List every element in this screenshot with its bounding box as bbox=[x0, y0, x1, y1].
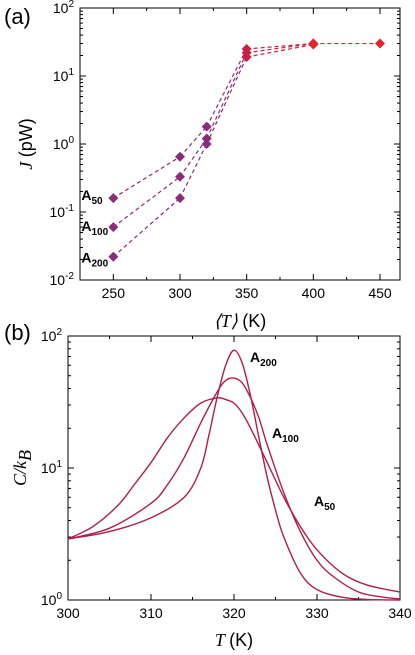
x-tick-label: 450 bbox=[368, 285, 392, 301]
y-axis-label-text: J (pW) bbox=[16, 118, 36, 170]
x-tick-label: 320 bbox=[222, 605, 246, 621]
panel-b-series-labels: A200 A100 A50 bbox=[250, 349, 336, 513]
series-line-segment bbox=[206, 52, 248, 139]
panel-b: (b) 300 310 320 330 340 100 101 102 A200 A100 A50… bbox=[4, 320, 412, 650]
series-line-segment bbox=[179, 143, 208, 199]
data-point bbox=[375, 38, 385, 49]
x-tick-label: 300 bbox=[168, 285, 192, 301]
data-point bbox=[175, 151, 185, 162]
panel-b-curves bbox=[67, 349, 401, 601]
panel-a: (a) 250 300 350 400 450 10-2 10-1 100 101 102 A50… bbox=[4, 0, 401, 331]
y-tick-label: 101 bbox=[53, 67, 75, 84]
series-line-segment bbox=[246, 42, 314, 54]
data-point bbox=[108, 222, 119, 233]
panel-b-frame bbox=[67, 335, 401, 601]
data-point bbox=[201, 139, 212, 149]
series-line-segment bbox=[206, 48, 248, 127]
y-tick-label: 100 bbox=[53, 135, 75, 152]
series-line-segment bbox=[112, 176, 181, 228]
y-axis-label-text: C/kB bbox=[10, 450, 35, 486]
series-curve bbox=[67, 377, 401, 600]
series-line-segment bbox=[113, 156, 181, 199]
y-tick-label: 101 bbox=[41, 459, 63, 476]
series-line-segment bbox=[206, 56, 248, 145]
series-label: A50 bbox=[81, 187, 103, 207]
series-line-segment bbox=[112, 197, 181, 258]
data-point bbox=[175, 171, 185, 182]
data-point bbox=[201, 121, 212, 132]
panel-b-y-axis-label: C/kB bbox=[10, 450, 35, 486]
series-label: A100 bbox=[81, 218, 108, 238]
series-label: A200 bbox=[81, 250, 108, 270]
x-tick-label: 250 bbox=[102, 285, 126, 301]
series-line-segment bbox=[179, 138, 208, 178]
data-point bbox=[175, 193, 185, 204]
data-point bbox=[241, 52, 252, 63]
x-tick-label: 310 bbox=[139, 605, 163, 621]
series-label: A50 bbox=[314, 493, 336, 513]
panel-a-x-axis-label: ⟨T⟩ (K) bbox=[214, 311, 267, 331]
panel-b-x-axis-label: T (K) bbox=[215, 630, 253, 650]
y-tick-label: 10-2 bbox=[50, 271, 75, 288]
panel-a-y-axis-label: J (pW) bbox=[16, 118, 36, 170]
x-tick-label: 340 bbox=[388, 605, 412, 621]
y-tick-label: 102 bbox=[53, 0, 75, 16]
y-tick-label: 10-1 bbox=[50, 203, 75, 220]
panel-a-lines bbox=[112, 42, 380, 258]
series-label: A100 bbox=[272, 425, 299, 445]
panel-a-markers bbox=[108, 38, 385, 262]
x-tick-label: 300 bbox=[56, 605, 80, 621]
data-point bbox=[201, 133, 212, 144]
panel-a-frame bbox=[79, 7, 401, 281]
x-tick-label: 330 bbox=[305, 605, 329, 621]
panel-a-ticks: 250 300 350 400 450 10-2 10-1 100 101 102 bbox=[50, 0, 400, 301]
panel-a-label: (a) bbox=[4, 4, 31, 29]
x-tick-label: 350 bbox=[235, 285, 259, 301]
panel-b-label: (b) bbox=[4, 320, 31, 345]
series-label: A200 bbox=[250, 349, 277, 369]
series-curve bbox=[67, 349, 401, 601]
data-point bbox=[108, 251, 119, 262]
data-point bbox=[108, 193, 119, 204]
panel-a-series-labels: A50 A100 A200 bbox=[81, 187, 108, 270]
series-line-segment bbox=[246, 43, 314, 58]
panel-b-ticks: 300 310 320 330 340 100 101 102 bbox=[41, 327, 412, 621]
series-curve bbox=[67, 397, 401, 593]
data-point bbox=[308, 39, 319, 50]
x-tick-label: 400 bbox=[302, 285, 326, 301]
y-tick-label: 100 bbox=[41, 591, 63, 608]
y-tick-label: 102 bbox=[41, 327, 63, 344]
